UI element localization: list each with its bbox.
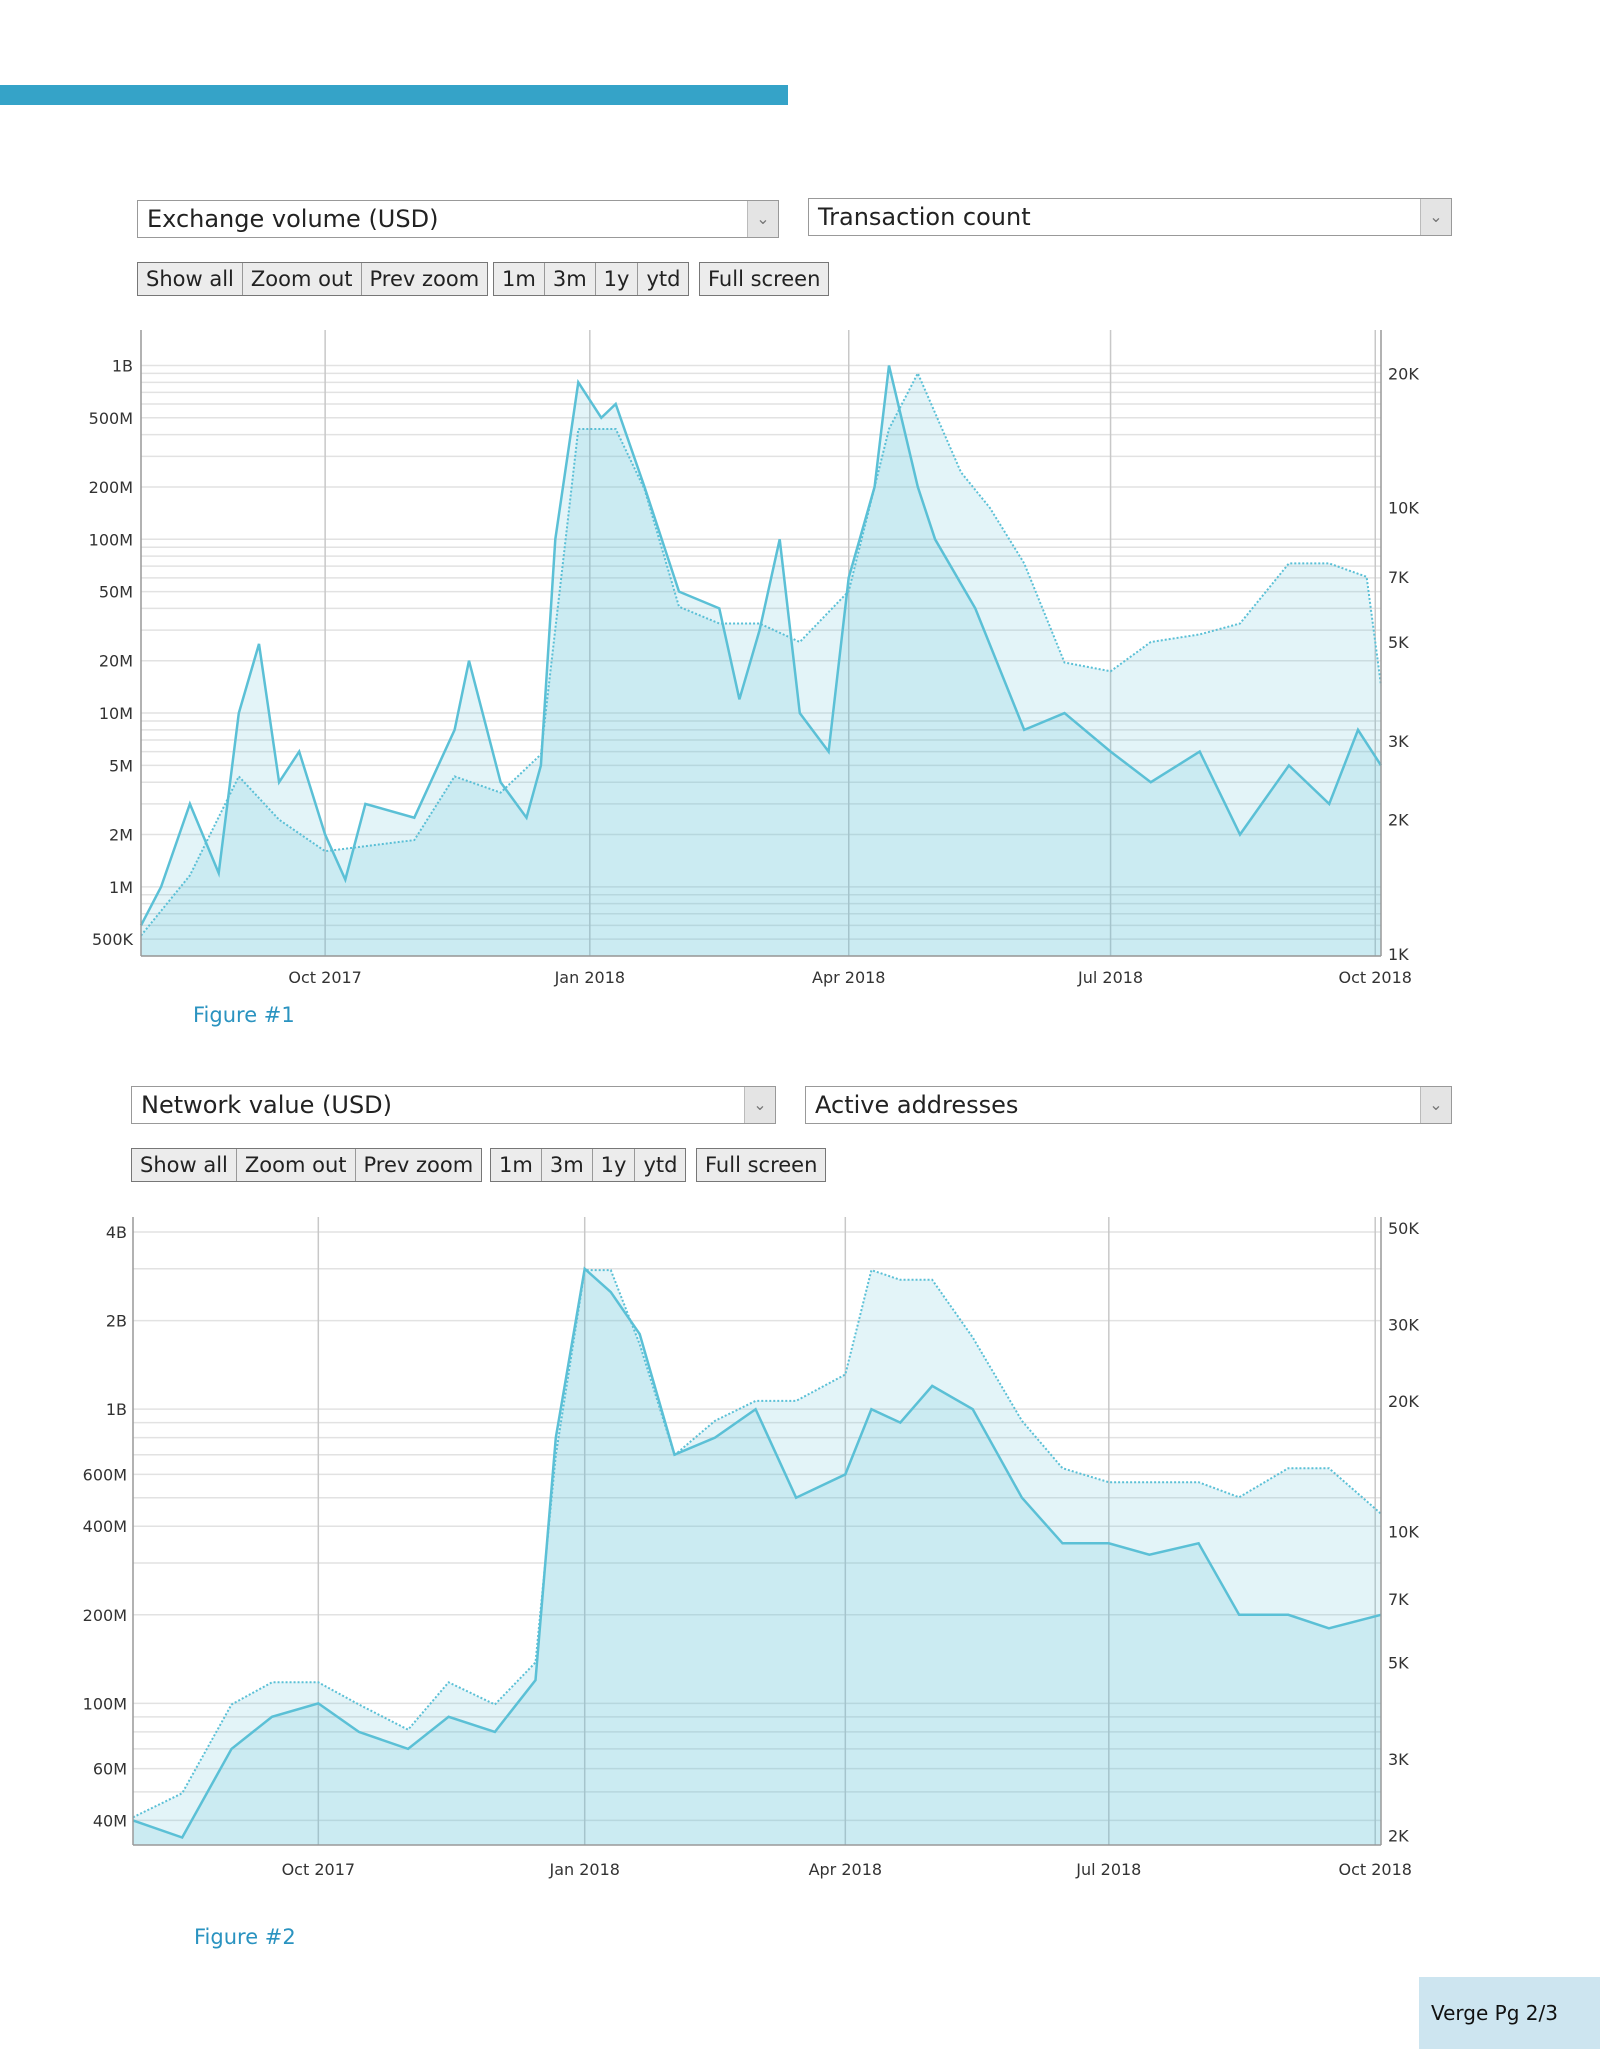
series-line-network-value-usd- — [132, 1266, 1382, 1840]
show-all-button[interactable]: Show all — [138, 263, 243, 295]
right-metric-select[interactable]: Transaction count ⌄ — [808, 198, 1452, 236]
x-tick-label: Jan 2018 — [548, 1860, 619, 1879]
left-tick-label: 10M — [99, 704, 133, 723]
x-tick-label: Jul 2018 — [1077, 968, 1143, 987]
right-tick-label: 20K — [1388, 1392, 1419, 1411]
full-screen-button[interactable]: Full screen — [697, 1149, 826, 1181]
x-tick-label: Oct 2017 — [288, 968, 361, 987]
series-area-solid — [133, 1268, 1381, 1845]
left-tick-label: 50M — [99, 583, 133, 602]
zoom-button-group: Show all Zoom out Prev zoom — [137, 262, 489, 296]
right-metric-value: Active addresses — [815, 1091, 1019, 1119]
left-tick-label: 500K — [92, 930, 134, 949]
fullscreen-group: Full screen — [699, 262, 830, 296]
zoom-out-button[interactable]: Zoom out — [242, 263, 362, 295]
series-area-dotted — [133, 1270, 1381, 1845]
left-tick-label: 20M — [99, 652, 133, 671]
right-tick-label: 1K — [1388, 945, 1409, 964]
prev-zoom-button[interactable]: Prev zoom — [355, 1149, 482, 1181]
right-tick-label: 10K — [1388, 499, 1419, 518]
range-1y-button[interactable]: 1y — [592, 1149, 636, 1181]
right-tick-label: 7K — [1388, 568, 1409, 587]
range-button-group: 1m 3m 1y ytd — [490, 1148, 687, 1182]
chevron-down-icon[interactable]: ⌄ — [747, 201, 778, 237]
left-tick-label: 400M — [83, 1517, 127, 1536]
right-metric-value: Transaction count — [818, 203, 1031, 231]
left-tick-label: 200M — [89, 478, 133, 497]
chevron-down-icon[interactable]: ⌄ — [744, 1087, 775, 1123]
series-line-transaction-count — [140, 370, 1382, 937]
series-line-exchange-volume-usd- — [139, 365, 1383, 926]
left-metric-value: Network value (USD) — [141, 1091, 393, 1119]
left-tick-label: 60M — [93, 1760, 127, 1779]
left-tick-label: 100M — [89, 530, 133, 549]
left-tick-label: 100M — [83, 1694, 127, 1713]
right-tick-label: 10K — [1388, 1523, 1419, 1542]
right-tick-label: 7K — [1388, 1590, 1409, 1609]
series-area-dotted — [141, 373, 1381, 956]
figure-caption: Figure #2 — [194, 1925, 296, 1949]
x-tick-label: Oct 2017 — [282, 1860, 355, 1879]
prev-zoom-button[interactable]: Prev zoom — [361, 263, 488, 295]
show-all-button[interactable]: Show all — [132, 1149, 237, 1181]
chevron-down-icon[interactable]: ⌄ — [1420, 199, 1451, 235]
range-ytd-button[interactable]: ytd — [638, 263, 689, 295]
x-tick-label: Apr 2018 — [809, 1860, 882, 1879]
left-tick-label: 600M — [83, 1465, 127, 1484]
left-tick-label: 200M — [83, 1606, 127, 1625]
right-tick-label: 5K — [1388, 633, 1409, 652]
range-1m-button[interactable]: 1m — [494, 263, 545, 295]
left-tick-label: 2M — [109, 826, 133, 845]
right-tick-label: 2K — [1388, 1826, 1409, 1845]
left-metric-select[interactable]: Exchange volume (USD) ⌄ — [137, 200, 779, 238]
series-area-solid — [141, 365, 1381, 956]
x-tick-label: Jan 2018 — [554, 968, 625, 987]
left-tick-label: 2B — [106, 1312, 127, 1331]
chart-exchange-volume[interactable]: Oct 2017 Jan 2018 Apr 2018 Jul 2018 Oct 2018… — [0, 0, 1600, 1060]
range-button-group: 1m 3m 1y ytd — [493, 262, 690, 296]
chart-network-value[interactable]: Oct 2017 Jan 2018 Apr 2018 Jul 2018 Oct 2018… — [0, 0, 1600, 1900]
left-metric-select[interactable]: Network value (USD) ⌄ — [131, 1086, 776, 1124]
x-tick-label: Jul 2018 — [1075, 1860, 1141, 1879]
right-tick-label: 30K — [1388, 1315, 1419, 1334]
left-tick-label: 40M — [93, 1811, 127, 1830]
range-1y-button[interactable]: 1y — [595, 263, 639, 295]
right-tick-label: 5K — [1388, 1653, 1409, 1672]
right-tick-label: 3K — [1388, 732, 1409, 751]
full-screen-button[interactable]: Full screen — [700, 263, 829, 295]
range-3m-button[interactable]: 3m — [541, 1149, 593, 1181]
x-tick-label: Oct 2018 — [1339, 968, 1412, 987]
right-tick-label: 20K — [1388, 364, 1419, 383]
left-metric-value: Exchange volume (USD) — [147, 205, 439, 233]
page-footer: Verge Pg 2/3 — [1419, 1977, 1600, 2049]
left-tick-label: 1B — [112, 356, 133, 375]
chevron-down-icon[interactable]: ⌄ — [1420, 1087, 1451, 1123]
range-ytd-button[interactable]: ytd — [635, 1149, 686, 1181]
left-tick-label: 1M — [109, 878, 133, 897]
fullscreen-group: Full screen — [696, 1148, 827, 1182]
left-tick-label: 4B — [106, 1223, 127, 1242]
left-tick-label: 500M — [89, 409, 133, 428]
right-tick-label: 3K — [1388, 1750, 1409, 1769]
header-accent-bar — [0, 85, 788, 105]
left-tick-label: 5M — [109, 756, 133, 775]
figure-caption: Figure #1 — [193, 1003, 295, 1027]
range-3m-button[interactable]: 3m — [544, 263, 596, 295]
right-tick-label: 50K — [1388, 1219, 1419, 1238]
x-tick-label: Apr 2018 — [812, 968, 885, 987]
zoom-out-button[interactable]: Zoom out — [236, 1149, 356, 1181]
left-tick-label: 1B — [106, 1400, 127, 1419]
zoom-button-group: Show all Zoom out Prev zoom — [131, 1148, 483, 1182]
series-line-active-addresses — [132, 1268, 1382, 1819]
right-tick-label: 2K — [1388, 811, 1409, 830]
x-tick-label: Oct 2018 — [1338, 1860, 1411, 1879]
range-1m-button[interactable]: 1m — [491, 1149, 542, 1181]
right-metric-select[interactable]: Active addresses ⌄ — [805, 1086, 1452, 1124]
